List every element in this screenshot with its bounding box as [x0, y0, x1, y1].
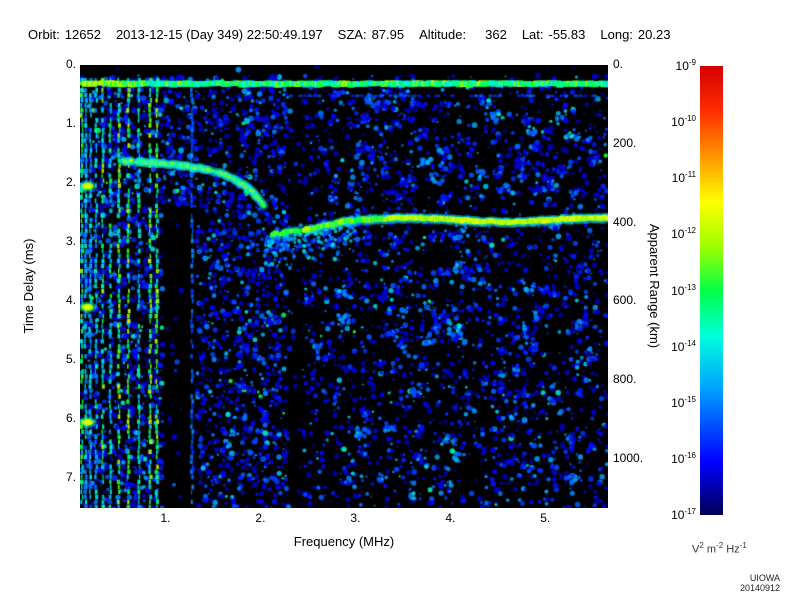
header-info: Orbit: 12652 2013-12-15 (Day 349) 22:50:49…: [28, 27, 685, 42]
colorbar-tick-label: 10-12: [671, 226, 696, 242]
colorbar-unit-label: V2 m-2 Hz-1: [692, 541, 747, 556]
header-field: Orbit: 12652: [28, 27, 101, 42]
spectrogram-plot: [80, 65, 608, 508]
header-field: Altitude: 362: [419, 27, 507, 42]
x-tick-label: 1.: [160, 511, 171, 525]
x-tick-label: 2.: [255, 511, 266, 525]
header-field: SZA: 87.95: [337, 27, 405, 42]
colorbar-tick-label: 10-17: [671, 507, 696, 522]
colorbar-tick-label: 10-9: [675, 58, 696, 73]
x-tick-label: 3.: [350, 511, 361, 525]
colorbar-tick-label: 10-15: [671, 394, 696, 410]
colorbar-tick-label: 10-16: [671, 450, 696, 466]
y-right-tick-label: 200.: [613, 135, 637, 150]
y-left-tick-label: 4.: [65, 293, 76, 308]
colorbar: [700, 66, 723, 515]
credit-text: UIOWA 20140912: [739, 573, 780, 593]
y-left-tick-label: 6.: [65, 411, 76, 426]
y-axis-label-left: Time Delay (ms): [21, 238, 36, 334]
header-field: Long: 20.23: [600, 27, 671, 42]
x-tick-label: 5.: [540, 511, 551, 525]
x-axis-label: Frequency (MHz): [293, 534, 395, 549]
y-left-tick-label: 0.: [65, 57, 76, 71]
y-left-tick-label: 1.: [65, 116, 76, 131]
y-right-tick-label: 1000.: [613, 450, 644, 465]
y-right-tick-label: 600.: [613, 293, 637, 308]
colorbar-tick-label: 10-11: [671, 170, 696, 186]
spectrogram-canvas: [80, 65, 608, 508]
colorbar-tick-label: 10-14: [671, 338, 696, 354]
y-right-tick-label: 800.: [613, 372, 637, 387]
x-tick-label: 4.: [445, 511, 456, 525]
y-left-tick-label: 5.: [65, 352, 76, 367]
y-right-tick-label: 0.: [613, 57, 624, 71]
colorbar-tick-label: 10-10: [671, 114, 696, 130]
y-left-tick-label: 7.: [65, 470, 76, 485]
colorbar-gradient: [700, 66, 723, 515]
y-left-tick-label: 2.: [65, 175, 76, 190]
header-field: 2013-12-15 (Day 349) 22:50:49.197: [115, 27, 323, 42]
header-field: Lat: -55.83: [521, 27, 586, 42]
y-right-tick-label: 400.: [613, 214, 637, 229]
colorbar-tick-label: 10-13: [671, 282, 696, 298]
y-left-tick-label: 3.: [65, 234, 76, 249]
